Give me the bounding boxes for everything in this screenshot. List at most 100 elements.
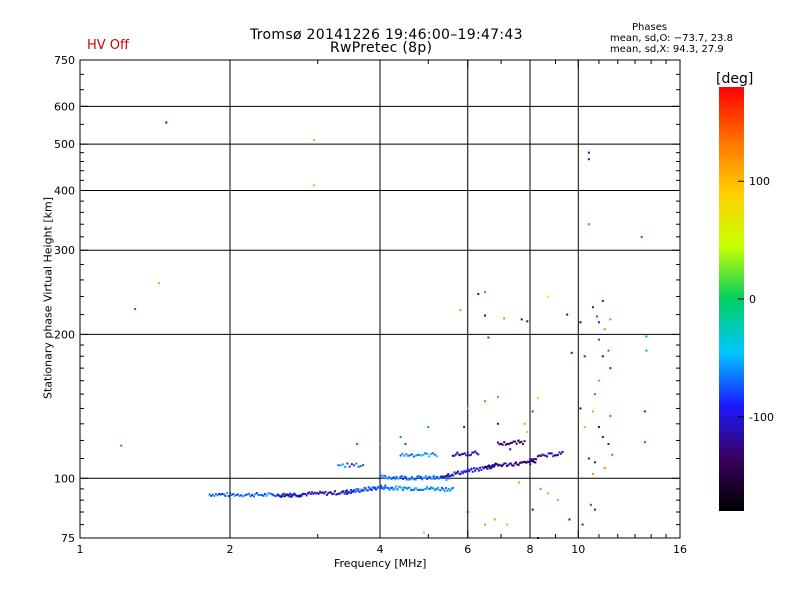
data-point <box>386 477 389 480</box>
data-point <box>463 470 466 473</box>
data-point <box>339 464 342 467</box>
data-point <box>134 308 137 311</box>
data-point <box>531 460 534 463</box>
data-point <box>499 464 502 467</box>
data-point <box>426 486 429 489</box>
data-point <box>454 453 457 456</box>
data-point <box>500 442 503 445</box>
data-point <box>329 491 332 494</box>
data-point <box>387 486 390 489</box>
data-point <box>379 442 381 445</box>
data-point <box>332 492 335 495</box>
data-point <box>529 458 531 461</box>
data-point <box>350 491 353 494</box>
data-point <box>427 476 430 479</box>
data-point <box>298 494 301 497</box>
data-point <box>490 467 493 470</box>
data-point <box>479 466 482 469</box>
data-point <box>418 453 421 456</box>
data-point <box>601 435 604 438</box>
data-point <box>325 493 328 496</box>
data-point <box>355 488 358 491</box>
data-point <box>591 410 594 413</box>
data-point <box>533 460 536 463</box>
data-point <box>607 442 610 445</box>
data-point <box>422 531 425 534</box>
data-point <box>553 454 556 457</box>
data-point <box>609 318 612 321</box>
data-point <box>366 489 369 492</box>
data-point <box>531 508 534 511</box>
data-point <box>357 465 360 468</box>
data-point <box>432 475 435 478</box>
data-point <box>570 351 573 354</box>
data-point <box>347 491 350 494</box>
data-point <box>474 450 477 453</box>
data-point <box>593 393 596 396</box>
data-point <box>520 318 523 321</box>
data-point <box>583 355 586 358</box>
data-point <box>393 487 396 490</box>
data-point <box>516 463 519 466</box>
data-point <box>403 475 406 478</box>
data-point <box>244 493 247 496</box>
data-point <box>506 523 509 526</box>
data-point <box>428 455 431 458</box>
data-point <box>233 494 236 497</box>
data-point <box>278 494 281 497</box>
data-point <box>611 453 614 456</box>
data-point <box>270 492 273 495</box>
x-tick-label: 10 <box>571 543 585 556</box>
data-point <box>423 476 426 479</box>
data-point <box>263 492 266 495</box>
data-point <box>433 477 436 480</box>
data-point <box>412 455 415 458</box>
data-point <box>362 464 365 467</box>
data-point <box>457 470 460 473</box>
data-point <box>251 493 254 496</box>
data-point <box>339 492 342 495</box>
data-point <box>410 476 413 479</box>
data-point <box>466 451 469 454</box>
data-point <box>390 477 393 480</box>
data-point <box>414 487 417 490</box>
chart-subtitle: RwPretec (8p) <box>330 40 433 56</box>
data-point <box>350 489 353 492</box>
data-point <box>273 494 276 497</box>
data-point <box>536 397 539 400</box>
data-point <box>391 476 394 479</box>
data-point <box>382 474 385 477</box>
data-point <box>645 335 648 338</box>
data-point <box>496 464 499 467</box>
data-point <box>260 494 263 497</box>
data-point <box>274 495 277 498</box>
data-point <box>404 486 407 489</box>
data-point <box>530 458 533 461</box>
y-tick-label: 100 <box>54 472 75 485</box>
axis-layer: 1 2 4 6 8 10 16 75 100 200 300 400 500 600 750 <box>54 54 687 556</box>
data-point <box>468 454 471 457</box>
data-point <box>219 493 222 496</box>
data-point <box>494 462 497 465</box>
data-point <box>213 495 216 498</box>
data-point <box>597 379 600 382</box>
data-point <box>539 487 542 490</box>
data-point <box>407 454 410 457</box>
data-point <box>475 452 478 455</box>
data-point <box>313 139 316 142</box>
data-point <box>395 485 398 488</box>
data-point <box>316 492 319 495</box>
data-point <box>421 478 424 481</box>
data-point <box>581 523 584 526</box>
data-point <box>235 493 238 496</box>
x-tick-label: 16 <box>673 543 687 556</box>
data-point <box>500 465 503 468</box>
data-point <box>399 454 402 457</box>
data-point <box>289 495 292 498</box>
data-point <box>224 494 227 497</box>
data-point <box>509 448 512 451</box>
data-point <box>352 490 355 493</box>
data-point <box>377 485 380 488</box>
data-point <box>424 487 427 490</box>
data-point <box>504 462 507 465</box>
